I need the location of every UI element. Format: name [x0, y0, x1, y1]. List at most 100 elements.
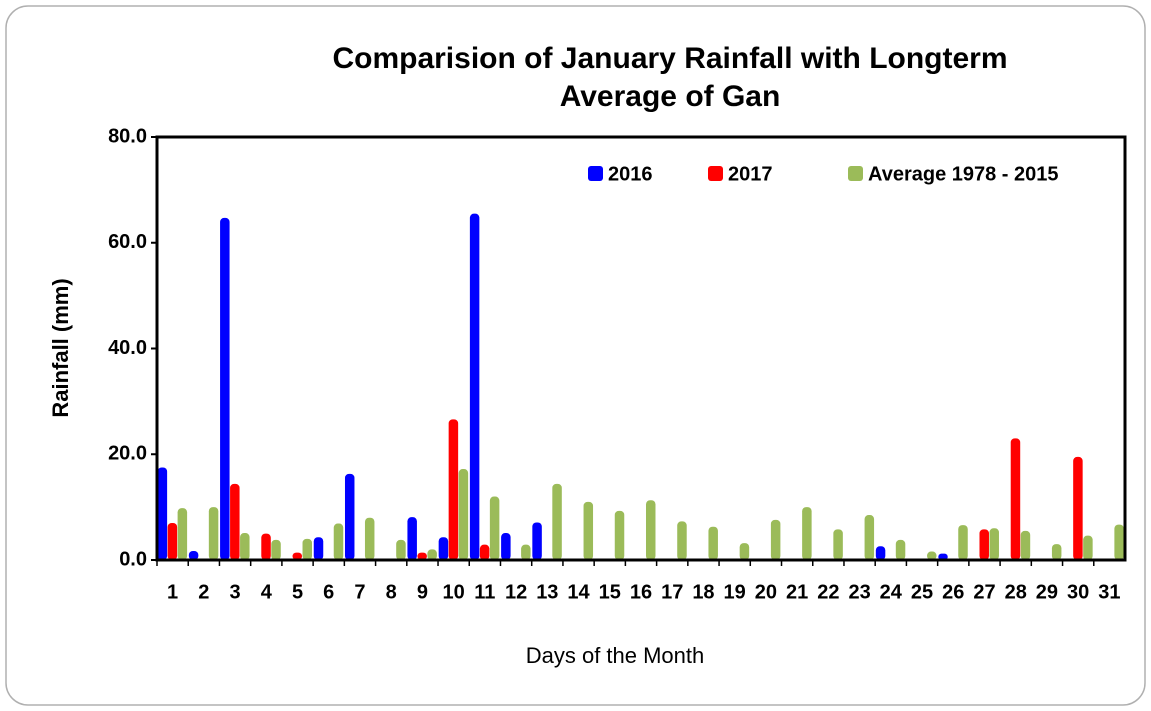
y-axis-label: Rainfall (mm) — [48, 278, 73, 417]
bar — [438, 537, 449, 560]
bar — [469, 213, 480, 560]
bar — [448, 419, 459, 560]
bar — [230, 483, 240, 560]
x-tick-label: 26 — [942, 581, 964, 603]
legend-swatch — [708, 166, 723, 181]
legend-label: 2017 — [728, 163, 773, 185]
x-tick-label: 12 — [505, 581, 527, 603]
x-tick-label: 31 — [1098, 581, 1120, 603]
x-tick-label: 22 — [817, 581, 839, 603]
x-tick-label: 27 — [973, 581, 995, 603]
x-tick-label: 10 — [443, 581, 465, 603]
x-axis-label: Days of the Month — [526, 643, 705, 668]
bar — [427, 549, 437, 560]
legend-swatch — [848, 166, 863, 181]
x-tick-label: 25 — [911, 581, 933, 603]
x-tick-label: 2 — [198, 581, 209, 603]
bar — [875, 546, 886, 560]
bar — [1010, 438, 1021, 560]
x-tick-label: 11 — [474, 581, 495, 603]
bar — [677, 521, 687, 560]
x-tick-label: 19 — [724, 581, 746, 603]
bar — [501, 533, 511, 560]
bar — [739, 543, 750, 560]
bar — [271, 539, 281, 560]
bar — [364, 517, 375, 560]
bar — [770, 519, 781, 560]
x-tick-label: 18 — [692, 581, 714, 603]
x-tick-label: 4 — [261, 581, 273, 603]
bar — [302, 538, 313, 560]
bar — [802, 507, 812, 560]
x-tick-label: 6 — [323, 581, 334, 603]
bar — [1073, 456, 1083, 560]
bar — [458, 469, 469, 560]
bar — [521, 544, 531, 560]
x-tick-label: 15 — [599, 581, 621, 603]
bar — [167, 522, 178, 560]
x-tick-label: 5 — [292, 581, 303, 603]
bar — [614, 510, 625, 560]
bar — [261, 533, 271, 560]
bar — [292, 552, 303, 560]
x-tick-label: 29 — [1036, 581, 1058, 603]
chart-title: Average of Gan — [560, 80, 781, 113]
legend-label: 2016 — [608, 163, 653, 185]
bar — [489, 496, 500, 560]
bar — [396, 539, 406, 560]
bar — [1051, 544, 1062, 560]
bar — [645, 500, 656, 560]
y-tick-label: 20.0 — [108, 443, 147, 465]
bar — [532, 522, 542, 560]
x-tick-label: 14 — [567, 581, 590, 603]
bar — [938, 553, 948, 560]
y-tick-label: 60.0 — [108, 231, 147, 253]
legend-swatch — [588, 166, 603, 181]
chart-title: Comparision of January Rainfall with Lon… — [332, 42, 1007, 75]
bar — [552, 483, 562, 560]
bar — [1114, 524, 1124, 560]
y-tick-label: 40.0 — [108, 337, 147, 359]
bar — [1083, 535, 1093, 560]
bar — [344, 473, 355, 560]
x-tick-label: 17 — [661, 581, 683, 603]
y-tick-label: 0.0 — [119, 548, 147, 570]
x-tick-label: 7 — [354, 581, 365, 603]
bar — [177, 508, 188, 560]
bar — [407, 517, 417, 560]
y-tick-label: 80.0 — [108, 125, 147, 147]
bar — [989, 528, 999, 560]
x-tick-label: 30 — [1067, 581, 1089, 603]
bar — [220, 217, 230, 560]
x-tick-label: 20 — [755, 581, 777, 603]
bar — [1020, 530, 1031, 560]
bar — [958, 525, 968, 560]
bar — [208, 507, 219, 560]
x-tick-label: 8 — [386, 581, 397, 603]
x-tick-label: 1 — [167, 581, 178, 603]
x-tick-label: 21 — [786, 581, 808, 603]
x-tick-label: 28 — [1005, 581, 1027, 603]
bar — [583, 501, 594, 560]
x-tick-label: 9 — [417, 581, 428, 603]
bar — [417, 552, 427, 560]
bar — [333, 523, 344, 560]
bar — [313, 537, 324, 560]
x-tick-label: 16 — [630, 581, 652, 603]
x-tick-label: 13 — [536, 581, 558, 603]
x-tick-label: 23 — [848, 581, 870, 603]
bar — [479, 544, 490, 560]
bar — [708, 526, 718, 560]
x-tick-label: 3 — [230, 581, 241, 603]
legend-label: Average 1978 - 2015 — [868, 163, 1059, 185]
bar — [188, 551, 199, 560]
bar — [240, 533, 250, 560]
bar — [927, 551, 937, 560]
plot-border — [155, 135, 1127, 562]
bar — [864, 515, 875, 560]
bar — [833, 529, 843, 560]
bar — [157, 467, 168, 560]
bar — [895, 539, 906, 560]
bar — [979, 529, 989, 560]
